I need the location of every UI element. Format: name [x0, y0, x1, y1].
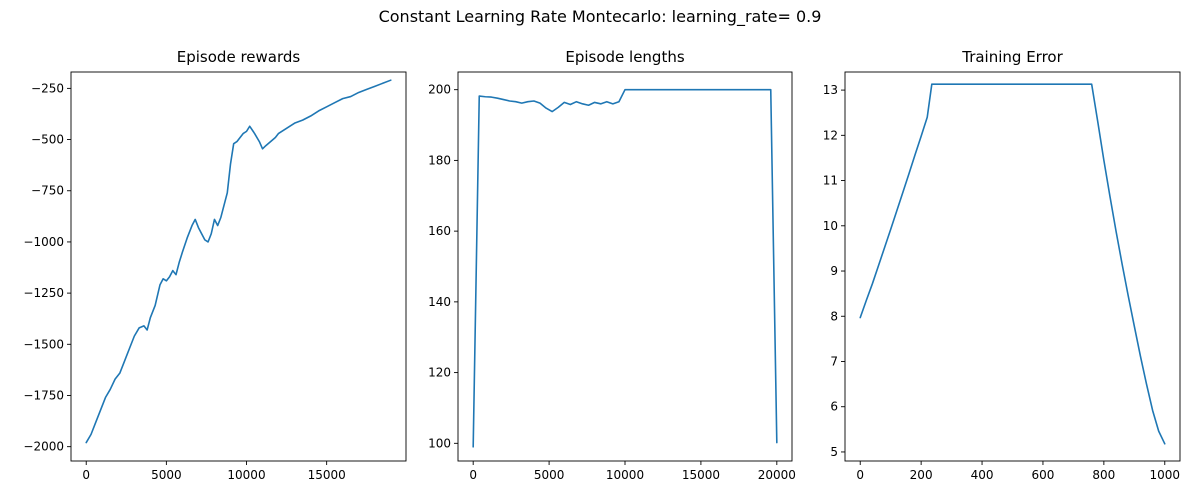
- episode-rewards-xtick-label: 15000: [308, 468, 346, 482]
- episode-lengths-xtick-label: 0: [469, 468, 477, 482]
- training-error-ytick-label: 13: [823, 83, 838, 97]
- training-error-line-0: [859, 83, 1166, 445]
- episode-rewards-title: Episode rewards: [177, 48, 301, 66]
- training-error-xtick-label: 400: [971, 468, 994, 482]
- training-error-axes: 0 200 400 600 800 1000 5 6 7 8 9 10 11 12 13 Training E…: [823, 48, 1181, 482]
- episode-rewards-axes: 0 5000 10000 15000 −2000 −1750 −1500 −1250 −1000…: [23, 48, 407, 482]
- training-error-xtick-label: 800: [1092, 468, 1115, 482]
- training-error-ytick-label: 8: [830, 309, 838, 323]
- episode-rewards-xtick-label: 5000: [151, 468, 182, 482]
- episode-rewards-ytick-label: −750: [31, 184, 64, 198]
- episode-lengths-ytick-label: 160: [428, 224, 451, 238]
- episode-rewards-ytick-label: −1500: [23, 337, 64, 351]
- training-error-xtick-label: 600: [1032, 468, 1055, 482]
- episode-lengths-axes: 0 5000 10000 15000 20000 100 120 140 160 180 200 Ep…: [428, 48, 796, 482]
- episode-rewards-ytick-label: −1750: [23, 388, 64, 402]
- training-error-frame: [844, 71, 1181, 462]
- episode-lengths-ytick-label: 100: [428, 436, 451, 450]
- training-error-title: Training Error: [961, 48, 1063, 66]
- episode-lengths-frame: [457, 71, 793, 462]
- episode-lengths-ytick-label: 180: [428, 153, 451, 167]
- training-error-xtick-label: 0: [856, 468, 864, 482]
- episode-rewards-xtick-label: 0: [82, 468, 90, 482]
- episode-rewards-ytick-label: −1000: [23, 235, 64, 249]
- episode-lengths-ytick-label: 200: [428, 83, 451, 97]
- training-error-xtick-label: 1000: [1149, 468, 1180, 482]
- episode-lengths-line-0: [472, 88, 778, 448]
- training-error-ytick-label: 6: [830, 400, 838, 414]
- episode-rewards-ytick-label: −2000: [23, 440, 64, 454]
- episode-rewards-ytick-label: −1250: [23, 286, 64, 300]
- episode-lengths-title: Episode lengths: [565, 48, 684, 66]
- training-error-ytick-label: 5: [830, 445, 838, 459]
- episode-rewards-xtick-label: 10000: [227, 468, 265, 482]
- episode-rewards-frame: [70, 71, 407, 462]
- episode-lengths-ytick-label: 140: [428, 295, 451, 309]
- training-error-ytick-label: 7: [830, 354, 838, 368]
- training-error-ytick-label: 12: [823, 128, 838, 142]
- episode-rewards-ytick-label: −500: [31, 133, 64, 147]
- episode-lengths-xtick-label: 15000: [682, 468, 720, 482]
- episode-rewards-line-0: [85, 79, 392, 444]
- training-error-ytick-label: 11: [823, 174, 838, 188]
- episode-rewards-ytick-label: −250: [31, 81, 64, 95]
- episode-lengths-xtick-label: 20000: [758, 468, 796, 482]
- training-error-xtick-label: 200: [910, 468, 933, 482]
- training-error-ytick-label: 9: [830, 264, 838, 278]
- figure-title: Constant Learning Rate Montecarlo: learn…: [378, 7, 822, 26]
- episode-lengths-xtick-label: 5000: [534, 468, 565, 482]
- training-error-ytick-label: 10: [823, 219, 838, 233]
- episode-lengths-xtick-label: 10000: [606, 468, 644, 482]
- episode-lengths-ytick-label: 120: [428, 366, 451, 380]
